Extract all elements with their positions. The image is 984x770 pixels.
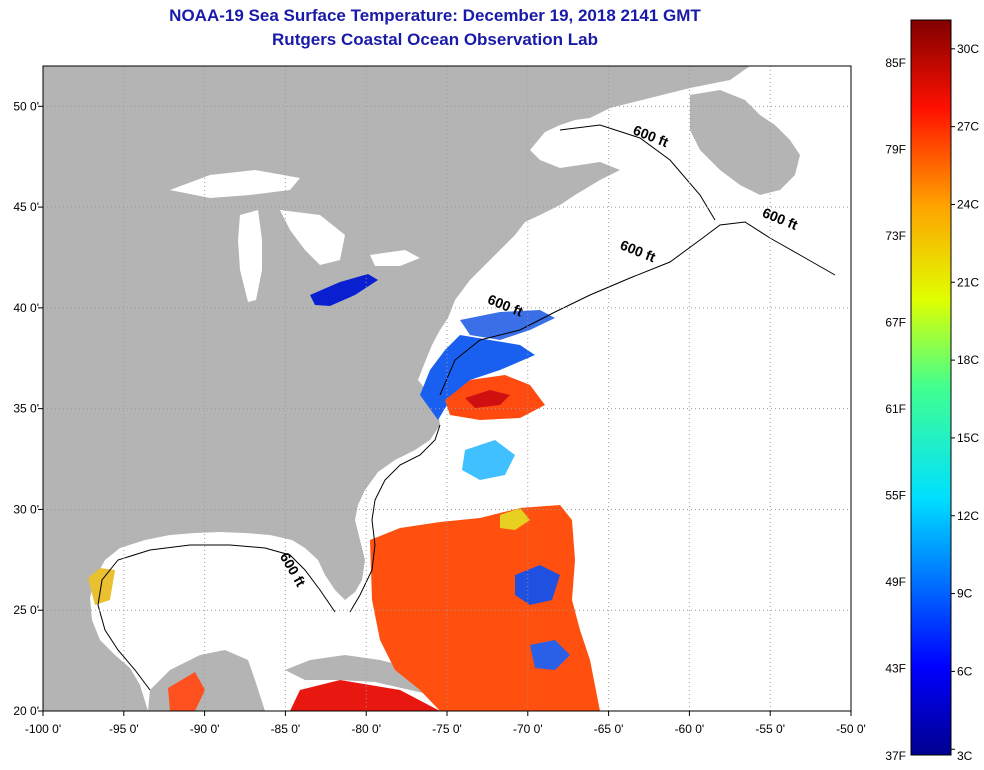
sst-caribbean bbox=[290, 680, 440, 711]
lon-tick-label: -80 0' bbox=[351, 722, 381, 736]
colorbar-celsius-label: 12C bbox=[957, 509, 979, 523]
sst-offshore-cyan bbox=[462, 440, 515, 480]
lon-tick-label: -50 0' bbox=[836, 722, 866, 736]
map-subtitle: Rutgers Coastal Ocean Observation Lab bbox=[272, 30, 598, 49]
lat-tick-label: 20 0' bbox=[13, 704, 39, 718]
lat-tick-label: 40 0' bbox=[13, 301, 39, 315]
colorbar-celsius-label: 30C bbox=[957, 42, 979, 56]
colorbar-fahrenheit-label: 61F bbox=[885, 402, 906, 416]
sst-blue-eddy-2 bbox=[530, 640, 570, 670]
isobath-600ft-atlantic bbox=[349, 424, 441, 613]
sst-yellow-patch bbox=[500, 508, 530, 530]
colorbar-fahrenheit-label: 55F bbox=[885, 489, 906, 503]
colorbar-celsius-label: 27C bbox=[957, 120, 979, 134]
colorbar-fahrenheit-label: 49F bbox=[885, 575, 906, 589]
sst-gulf-of-maine bbox=[460, 310, 555, 340]
map-grid bbox=[43, 66, 851, 711]
axis-ticks: -100 0' -95 0' -90 0' -85 0' -80 0' -75 0' -70… bbox=[13, 99, 865, 736]
lat-tick-label: 25 0' bbox=[13, 603, 39, 617]
lon-tick-label: -90 0' bbox=[190, 722, 220, 736]
colorbar-celsius-label: 9C bbox=[957, 587, 973, 601]
colorbar-fahrenheit-label: 43F bbox=[885, 662, 906, 676]
lon-tick-label: -70 0' bbox=[513, 722, 543, 736]
colorbar bbox=[910, 19, 952, 756]
sst-blue-eddy-1 bbox=[515, 565, 560, 605]
isobath-600ft-gulf-stlawrence bbox=[559, 124, 716, 221]
colorbar-celsius-label: 18C bbox=[957, 353, 979, 367]
lon-tick-label: -95 0' bbox=[109, 722, 139, 736]
colorbar-fahrenheit-label: 79F bbox=[885, 143, 906, 157]
lon-tick-label: -85 0' bbox=[271, 722, 301, 736]
colorbar-celsius-label: 24C bbox=[957, 197, 979, 211]
colorbar-celsius-label: 15C bbox=[957, 431, 979, 445]
lon-tick-label: -60 0' bbox=[675, 722, 705, 736]
land-north-america bbox=[43, 66, 750, 711]
lake-michigan bbox=[238, 210, 262, 302]
lake-huron bbox=[280, 210, 345, 265]
lake-ontario bbox=[370, 250, 420, 266]
colorbar-fahrenheit-label: 37F bbox=[885, 749, 906, 763]
isobath-600ft-northeast bbox=[439, 221, 836, 396]
lat-tick-label: 35 0' bbox=[13, 402, 39, 416]
lon-tick-label: -55 0' bbox=[755, 722, 785, 736]
sst-yucatan-shelf bbox=[168, 672, 205, 711]
sst-gulf-stream-core bbox=[465, 390, 510, 408]
lon-tick-label: -75 0' bbox=[432, 722, 462, 736]
colorbar-labels: 85F 79F 73F 67F 61F 55F 49F 43F 37F 30C 27C 24C 21C 1… bbox=[885, 42, 979, 763]
lon-tick-label: -65 0' bbox=[594, 722, 624, 736]
lat-tick-label: 45 0' bbox=[13, 200, 39, 214]
colorbar-celsius-label: 21C bbox=[957, 275, 979, 289]
colorbar-celsius-label: 3C bbox=[957, 749, 973, 763]
land-newfoundland bbox=[690, 90, 800, 195]
lat-tick-label: 50 0' bbox=[13, 99, 39, 113]
lon-tick-label: -100 0' bbox=[25, 722, 61, 736]
colorbar-fahrenheit-label: 67F bbox=[885, 316, 906, 330]
sst-gulf-coast-texas bbox=[88, 568, 115, 605]
map-title: NOAA-19 Sea Surface Temperature: Decembe… bbox=[169, 6, 701, 25]
colorbar-fahrenheit-label: 85F bbox=[885, 56, 906, 70]
lake-superior bbox=[170, 170, 300, 198]
colorbar-fahrenheit-label: 73F bbox=[885, 229, 906, 243]
colorbar-celsius-label: 6C bbox=[957, 664, 973, 678]
lake-erie bbox=[310, 274, 378, 306]
lat-tick-label: 30 0' bbox=[13, 502, 39, 516]
isobath-600ft-gulf bbox=[97, 544, 336, 691]
